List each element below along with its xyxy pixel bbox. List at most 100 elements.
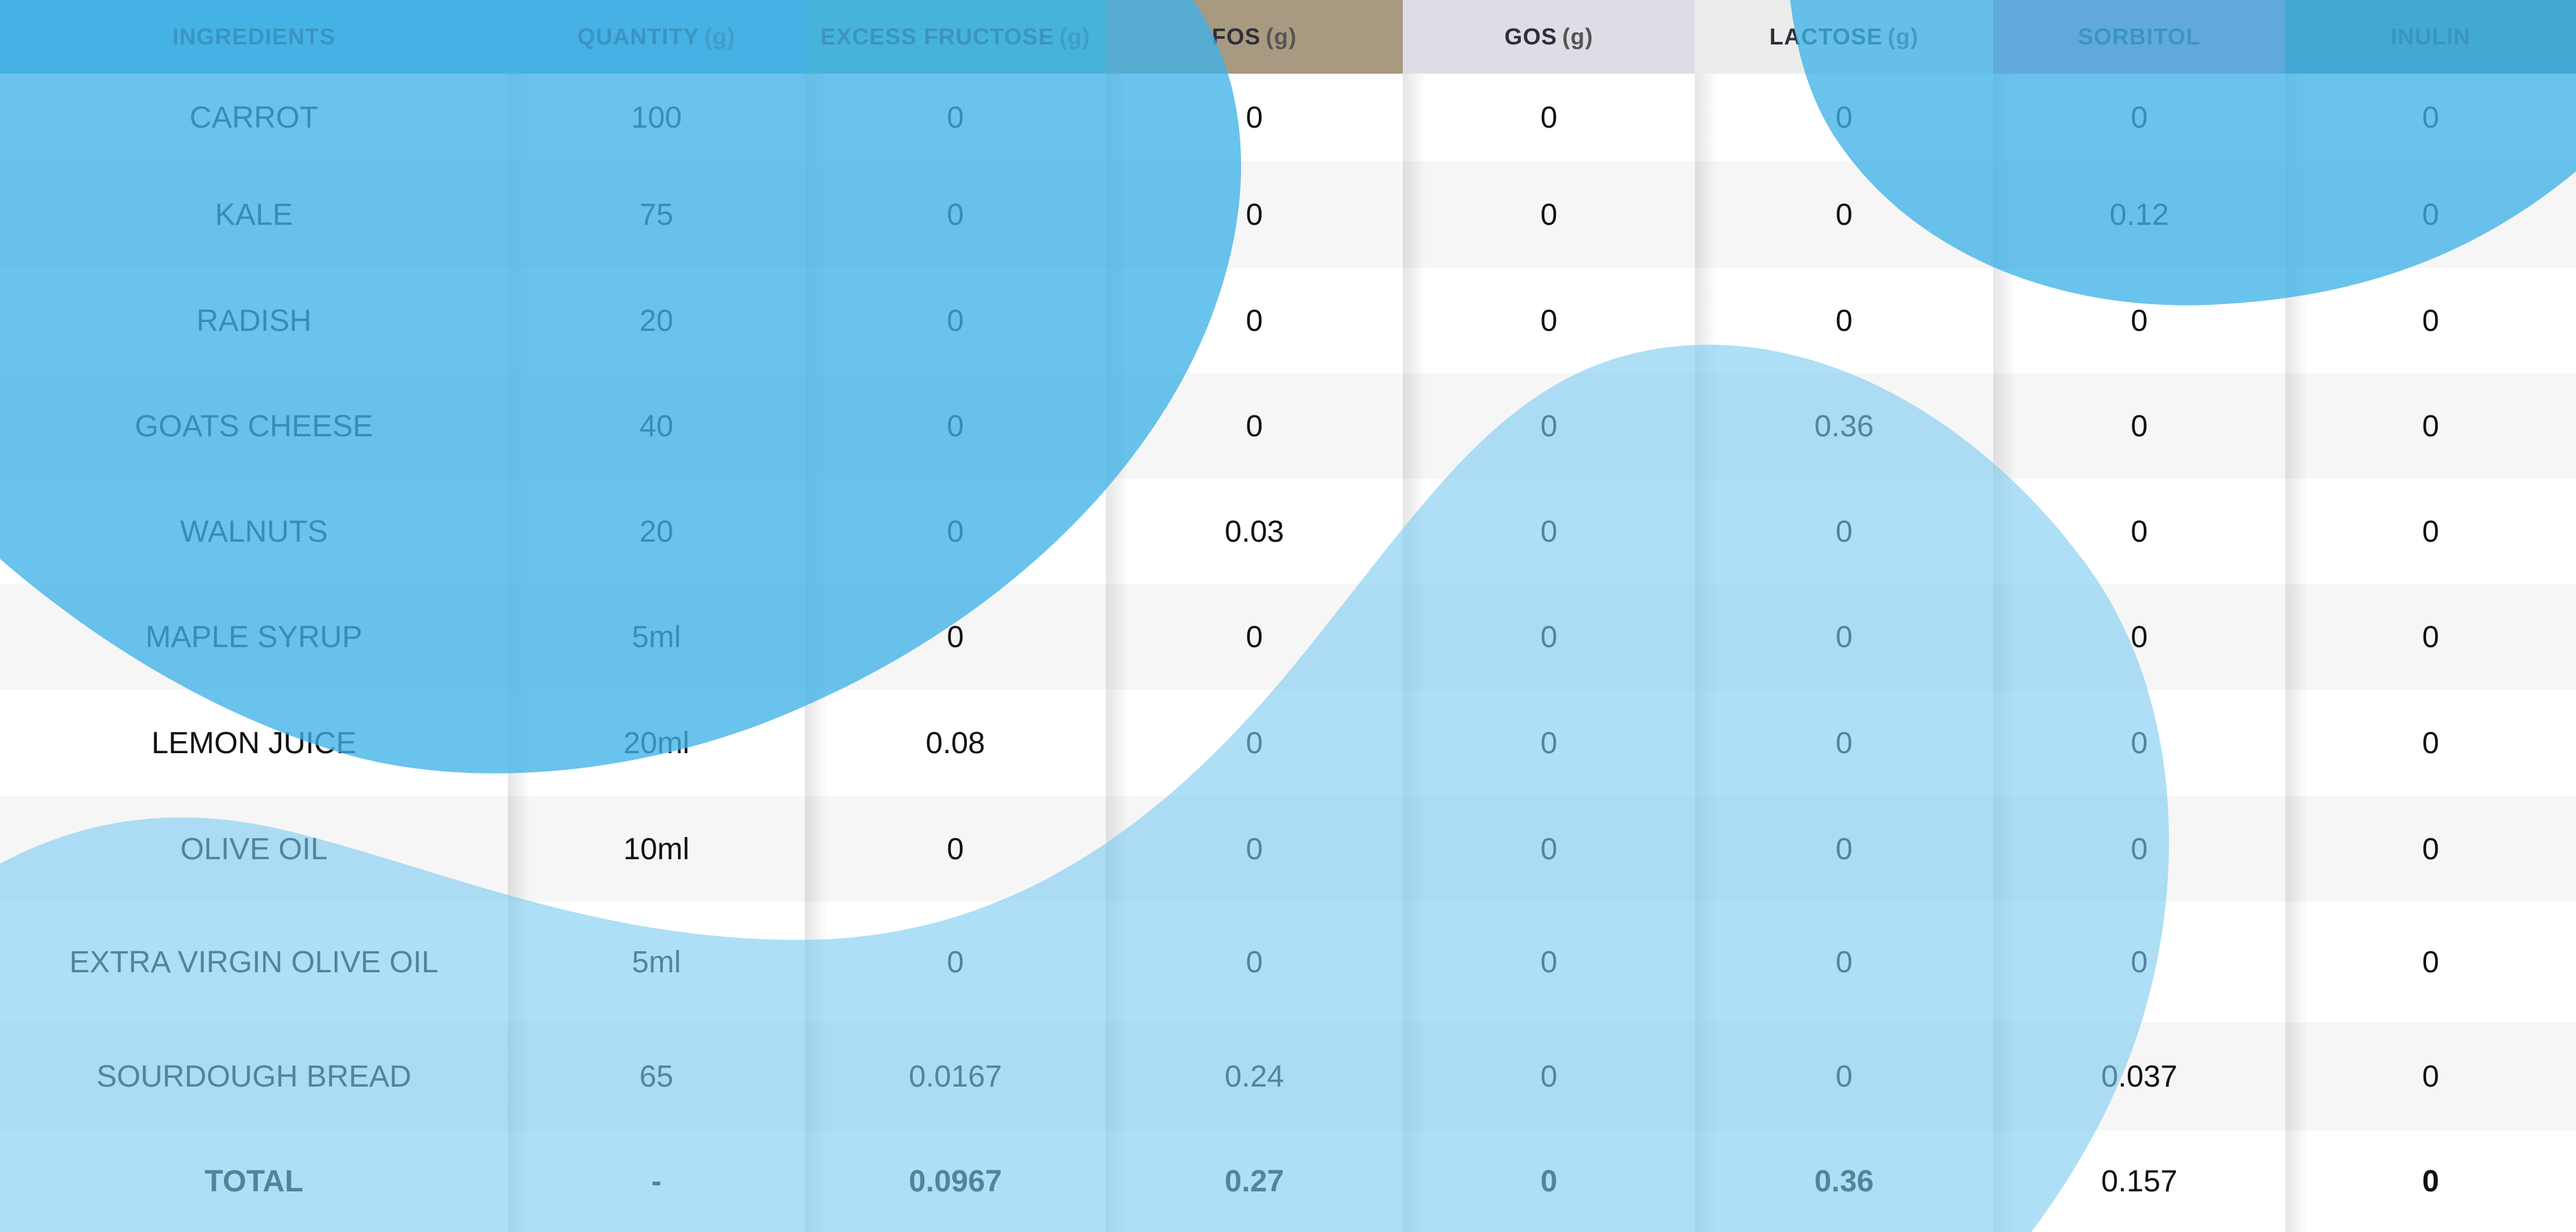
- ingredient-name: LEMON JUICE: [151, 726, 357, 760]
- cell-sorbitol: 0: [2130, 832, 2148, 866]
- total-excess_fructose: 0.0967: [908, 1164, 1002, 1198]
- header-unit: (g): [1887, 23, 1919, 50]
- cell-sorbitol: 0.12: [2109, 198, 2169, 232]
- table-header: INGREDIENTS QUANTITY (g) EXCESS FRUCTOSE (g)…: [0, 0, 2576, 74]
- cell-fos: 0: [1245, 100, 1263, 135]
- cell-gos: 0: [1540, 409, 1558, 443]
- ingredient-name: SOURDOUGH BREAD: [96, 1059, 412, 1094]
- cell-excess_fructose: 0: [946, 832, 964, 866]
- cell-gos: 0: [1540, 198, 1558, 232]
- cell-excess_fructose: 0: [946, 514, 964, 549]
- cell-inulin: 0: [2422, 620, 2440, 654]
- cell-excess_fructose: 0: [946, 620, 964, 654]
- cell-sorbitol: 0: [2130, 726, 2148, 760]
- cell-excess_fructose: 0.0167: [908, 1059, 1002, 1094]
- cell-fos: 0.03: [1225, 514, 1284, 549]
- total-fos: 0.27: [1225, 1164, 1284, 1198]
- cell-fos: 0: [1245, 409, 1263, 443]
- cell-excess_fructose: 0: [946, 409, 964, 443]
- cell-sorbitol: 0: [2130, 945, 2148, 979]
- cell-fos: 0.24: [1225, 1059, 1284, 1094]
- header-unit: (g): [1266, 23, 1297, 50]
- cell-lactose: 0.36: [1814, 409, 1874, 443]
- cell-sorbitol: 0: [2130, 620, 2148, 654]
- cell-gos: 0: [1540, 620, 1558, 654]
- cell-quantity: 40: [639, 409, 674, 443]
- cell-sorbitol: 0: [2130, 409, 2148, 443]
- header-label: GOS: [1504, 23, 1558, 50]
- header-label: SORBITOL: [2078, 23, 2201, 50]
- header-label: EXCESS FRUCTOSE: [820, 23, 1054, 50]
- cell-lactose: 0: [1835, 620, 1853, 654]
- header-label: LACTOSE: [1769, 23, 1883, 50]
- cell-quantity: 20: [639, 304, 674, 338]
- cell-inulin: 0: [2422, 514, 2440, 549]
- total-quantity: -: [651, 1164, 661, 1198]
- cell-inulin: 0: [2422, 304, 2440, 338]
- cell-lactose: 0: [1835, 514, 1853, 549]
- cell-inulin: 0: [2422, 198, 2440, 232]
- cell-sorbitol: 0: [2130, 304, 2148, 338]
- header-unit: (g): [704, 23, 736, 50]
- cell-lactose: 0: [1835, 945, 1853, 979]
- cell-inulin: 0: [2422, 726, 2440, 760]
- header-gos[interactable]: GOS (g): [1403, 0, 1695, 74]
- cell-quantity: 10ml: [623, 832, 690, 866]
- cell-inulin: 0: [2422, 1059, 2440, 1094]
- total-sorbitol: 0.157: [2101, 1164, 2178, 1198]
- header-fos[interactable]: FOS (g): [1106, 0, 1403, 74]
- cell-lactose: 0: [1835, 1059, 1853, 1094]
- cell-gos: 0: [1540, 100, 1558, 135]
- cell-gos: 0: [1540, 832, 1558, 866]
- cell-fos: 0: [1245, 945, 1263, 979]
- cell-sorbitol: 0: [2130, 100, 2148, 135]
- cell-quantity: 75: [639, 198, 674, 232]
- cell-fos: 0: [1245, 832, 1263, 866]
- ingredient-name: OLIVE OIL: [180, 832, 328, 866]
- cell-inulin: 0: [2422, 409, 2440, 443]
- cell-quantity: 65: [639, 1059, 674, 1094]
- cell-lactose: 0: [1835, 726, 1853, 760]
- header-quantity[interactable]: QUANTITY (g): [508, 0, 805, 74]
- cell-excess_fructose: 0.08: [926, 726, 985, 760]
- header-label: QUANTITY: [577, 23, 700, 50]
- ingredient-name: KALE: [215, 198, 293, 232]
- total-gos: 0: [1540, 1164, 1558, 1198]
- cell-inulin: 0: [2422, 100, 2440, 135]
- cell-fos: 0: [1245, 620, 1263, 654]
- cell-gos: 0: [1540, 304, 1558, 338]
- header-excess_fructose[interactable]: EXCESS FRUCTOSE (g): [805, 0, 1106, 74]
- cell-gos: 0: [1540, 945, 1558, 979]
- ingredient-name: MAPLE SYRUP: [145, 620, 362, 654]
- ingredient-name: GOATS CHEESE: [135, 409, 373, 443]
- cell-fos: 0: [1245, 198, 1263, 232]
- header-ingredients[interactable]: INGREDIENTS: [0, 0, 508, 74]
- cell-sorbitol: 0: [2130, 514, 2148, 549]
- header-sorbitol[interactable]: SORBITOL: [1993, 0, 2285, 74]
- ingredient-name: WALNUTS: [180, 514, 328, 549]
- cell-quantity: 20: [639, 514, 674, 549]
- header-label: FOS: [1212, 23, 1261, 50]
- cell-inulin: 0: [2422, 945, 2440, 979]
- header-unit: (g): [1059, 23, 1091, 50]
- cell-lactose: 0: [1835, 304, 1853, 338]
- cell-excess_fructose: 0: [946, 198, 964, 232]
- cell-excess_fructose: 0: [946, 100, 964, 135]
- header-lactose[interactable]: LACTOSE (g): [1695, 0, 1993, 74]
- header-inulin[interactable]: INULIN: [2285, 0, 2576, 74]
- cell-lactose: 0: [1835, 198, 1853, 232]
- cell-gos: 0: [1540, 514, 1558, 549]
- total-lactose: 0.36: [1814, 1164, 1874, 1198]
- cell-excess_fructose: 0: [946, 304, 964, 338]
- cell-quantity: 100: [630, 100, 682, 135]
- cell-excess_fructose: 0: [946, 945, 964, 979]
- cell-quantity: 5ml: [632, 620, 681, 654]
- cell-sorbitol: 0.037: [2101, 1059, 2178, 1094]
- cell-lactose: 0: [1835, 832, 1853, 866]
- ingredient-name: EXTRA VIRGIN OLIVE OIL: [69, 945, 439, 979]
- cell-gos: 0: [1540, 1059, 1558, 1094]
- cell-fos: 0: [1245, 726, 1263, 760]
- cell-lactose: 0: [1835, 100, 1853, 135]
- total-inulin: 0: [2422, 1164, 2440, 1198]
